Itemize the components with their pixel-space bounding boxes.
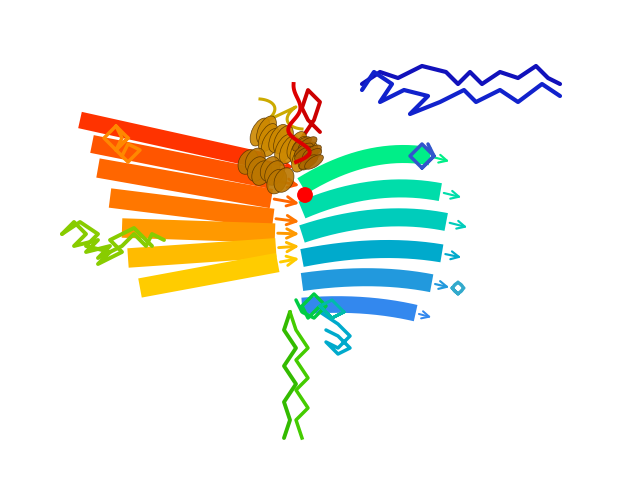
- Ellipse shape: [267, 169, 287, 194]
- Ellipse shape: [298, 137, 317, 151]
- Ellipse shape: [303, 148, 322, 163]
- Ellipse shape: [280, 135, 300, 164]
- Ellipse shape: [252, 161, 272, 185]
- Ellipse shape: [274, 168, 294, 192]
- Ellipse shape: [260, 156, 280, 181]
- Ellipse shape: [269, 124, 289, 153]
- Ellipse shape: [294, 143, 313, 157]
- Ellipse shape: [294, 146, 314, 161]
- Ellipse shape: [292, 144, 312, 172]
- Ellipse shape: [248, 157, 268, 181]
- Ellipse shape: [250, 118, 270, 146]
- Ellipse shape: [292, 137, 312, 151]
- Ellipse shape: [257, 116, 276, 144]
- Ellipse shape: [303, 145, 321, 159]
- Ellipse shape: [299, 155, 318, 169]
- Ellipse shape: [273, 126, 293, 154]
- Ellipse shape: [261, 129, 281, 156]
- Ellipse shape: [298, 142, 318, 170]
- Ellipse shape: [238, 150, 258, 174]
- Ellipse shape: [275, 134, 294, 162]
- Ellipse shape: [287, 132, 307, 159]
- Ellipse shape: [305, 155, 323, 169]
- Ellipse shape: [245, 148, 265, 173]
- Ellipse shape: [290, 136, 310, 165]
- Ellipse shape: [259, 123, 278, 152]
- Circle shape: [298, 188, 312, 202]
- Ellipse shape: [265, 161, 285, 185]
